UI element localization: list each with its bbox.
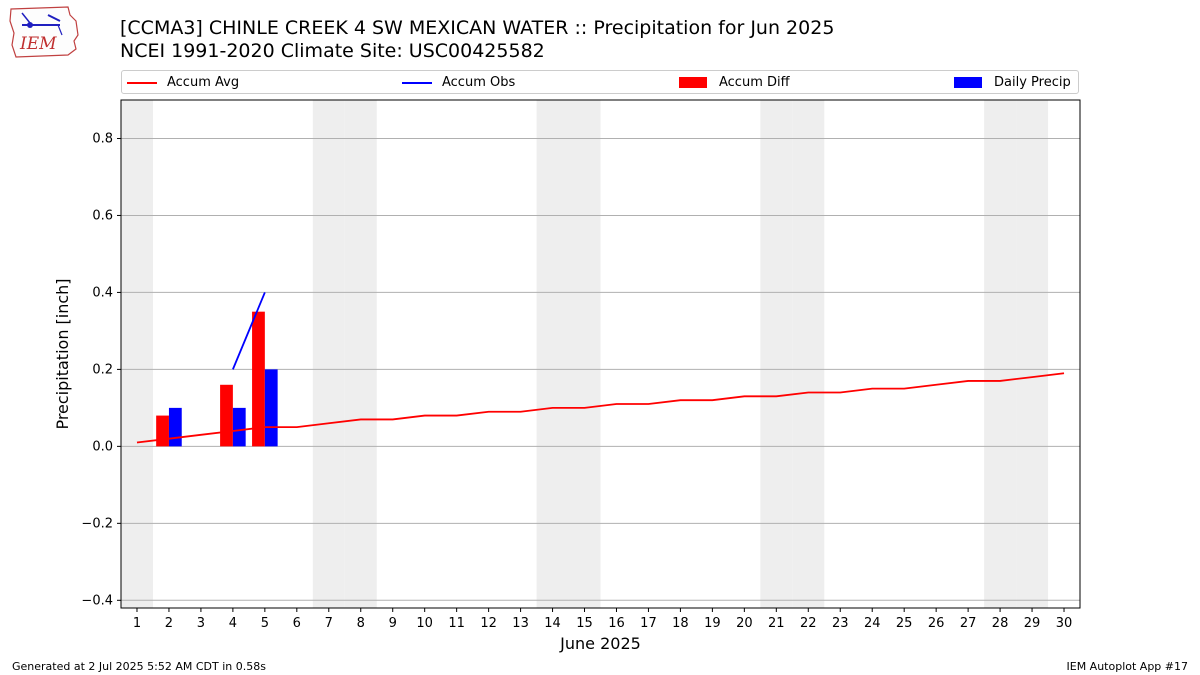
x-tick-label: 28 bbox=[992, 616, 1009, 631]
x-tick-label: 18 bbox=[672, 616, 689, 631]
x-tick-label: 16 bbox=[608, 616, 625, 631]
x-tick-label: 4 bbox=[229, 616, 237, 631]
x-tick-label: 21 bbox=[768, 616, 785, 631]
weekend-shade-day-14 bbox=[536, 100, 569, 608]
x-tick-label: 2 bbox=[165, 616, 173, 631]
legend-label-accum-avg: Accum Avg bbox=[167, 75, 240, 90]
x-tick-label: 19 bbox=[704, 616, 721, 631]
y-tick-label: −0.4 bbox=[81, 593, 113, 608]
y-tick-label: −0.2 bbox=[81, 516, 113, 531]
x-tick-label: 15 bbox=[576, 616, 593, 631]
x-tick-label: 3 bbox=[197, 616, 205, 631]
y-tick-label: 0.0 bbox=[92, 439, 113, 454]
line-accum-obs bbox=[232, 292, 266, 370]
x-tick-label: 11 bbox=[448, 616, 465, 631]
x-tick-label: 10 bbox=[416, 616, 433, 631]
x-tick-label: 24 bbox=[864, 616, 881, 631]
weekend-shade-day-8 bbox=[344, 100, 377, 608]
x-tick-label: 13 bbox=[512, 616, 529, 631]
legend-label-accum-obs: Accum Obs bbox=[442, 75, 516, 90]
bar-daily-precip bbox=[232, 407, 246, 447]
legend-label-accum-diff: Accum Diff bbox=[719, 75, 790, 90]
x-tick-label: 30 bbox=[1056, 616, 1073, 631]
bar-daily-precip bbox=[264, 369, 278, 447]
iem-logo: IEM bbox=[9, 6, 79, 58]
chart-title: [CCMA3] CHINLE CREEK 4 SW MEXICAN WATER … bbox=[120, 17, 835, 39]
plot-frame bbox=[120, 99, 1081, 609]
weekend-shade-day-28 bbox=[984, 100, 1017, 608]
weekend-shade-day-1 bbox=[121, 100, 153, 608]
x-tick-label: 12 bbox=[480, 616, 497, 631]
x-tick-label: 8 bbox=[357, 616, 365, 631]
y-tick-label: 0.6 bbox=[92, 208, 113, 223]
x-tick-label: 17 bbox=[640, 616, 657, 631]
x-tick-label: 27 bbox=[960, 616, 977, 631]
y-tick-label: 0.2 bbox=[92, 362, 113, 377]
x-axis-label: June 2025 bbox=[559, 634, 641, 653]
bar-daily-precip bbox=[168, 407, 182, 447]
line-accum-avg bbox=[136, 372, 1065, 444]
bar-accum-diff bbox=[252, 311, 265, 447]
y-tick-label: 0.8 bbox=[92, 131, 113, 146]
legend-swatch-accum-avg bbox=[127, 82, 157, 84]
legend-swatch-daily-precip bbox=[954, 77, 982, 88]
bar-accum-diff bbox=[220, 384, 233, 447]
autoplot-app-label: IEM Autoplot App #17 bbox=[1066, 660, 1189, 673]
weekend-shade-day-29 bbox=[1016, 100, 1049, 608]
x-tick-label: 20 bbox=[736, 616, 753, 631]
logo-text: IEM bbox=[19, 34, 57, 54]
x-tick-label: 1 bbox=[133, 616, 141, 631]
x-tick-label: 29 bbox=[1024, 616, 1041, 631]
legend-swatch-accum-obs bbox=[402, 82, 432, 84]
x-tick-label: 26 bbox=[928, 616, 945, 631]
x-tick-label: 7 bbox=[325, 616, 333, 631]
weekend-shade-day-15 bbox=[568, 100, 601, 608]
legend-swatch-accum-diff bbox=[679, 77, 707, 88]
chart-legend: Accum Avg Accum Obs Accum Diff Daily Pre… bbox=[121, 70, 1079, 94]
x-tick-label: 6 bbox=[293, 616, 301, 631]
weekend-shade-day-22 bbox=[792, 100, 825, 608]
weekend-shade-day-21 bbox=[760, 100, 793, 608]
x-tick-label: 9 bbox=[389, 616, 397, 631]
bar-accum-diff bbox=[156, 415, 169, 447]
weekend-shade-day-7 bbox=[312, 100, 345, 608]
x-tick-label: 5 bbox=[261, 616, 269, 631]
x-tick-label: 22 bbox=[800, 616, 817, 631]
legend-label-daily-precip: Daily Precip bbox=[994, 75, 1071, 90]
chart-subtitle: NCEI 1991-2020 Climate Site: USC00425582 bbox=[120, 40, 545, 62]
x-tick-label: 23 bbox=[832, 616, 849, 631]
x-tick-label: 14 bbox=[544, 616, 561, 631]
y-tick-label: 0.4 bbox=[92, 285, 113, 300]
x-tick-label: 25 bbox=[896, 616, 913, 631]
y-axis-label: Precipitation [inch] bbox=[53, 278, 72, 429]
generated-timestamp: Generated at 2 Jul 2025 5:52 AM CDT in 0… bbox=[12, 660, 266, 673]
